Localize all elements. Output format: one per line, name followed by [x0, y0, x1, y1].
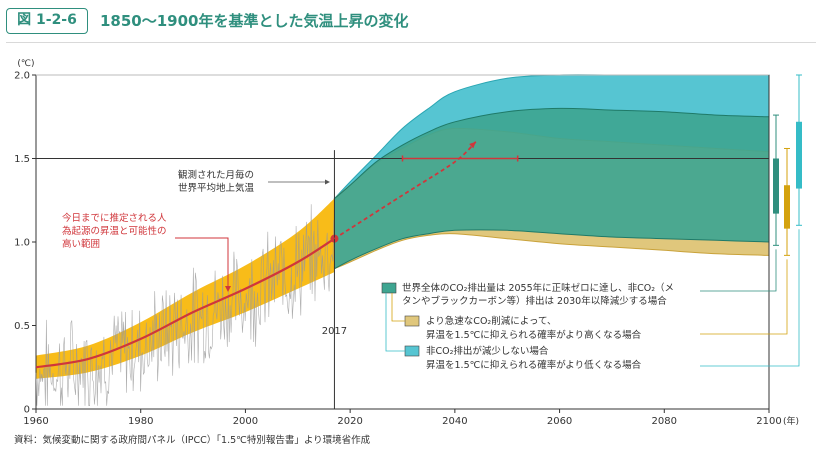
figure-number-badge: 図 1-2-6 [6, 8, 88, 34]
human-annotation-line-3: 高い範囲 [62, 238, 100, 250]
legend-non-co2-text-1: 非CO₂排出が減少しない場合 [426, 345, 549, 357]
x-tick-label: 2060 [547, 416, 572, 427]
observed-annotation-line-1: 観測された月毎の [178, 169, 254, 181]
human-annotation-line-1: 今日までに推定される人 [62, 212, 167, 224]
legend-rapid-co2-text-1: より急速なCO₂削減によって、 [426, 315, 557, 327]
y-tick-label: 0 [24, 405, 30, 416]
y-tick-label: 0.5 [14, 321, 30, 332]
x-tick-label: 2020 [337, 416, 362, 427]
observed-annotation-arrowhead [325, 179, 330, 185]
observed-annotation-line-2: 世界平均地上気温 [178, 182, 255, 194]
y-tick-label: 2.0 [14, 71, 30, 82]
observed-monthly-temperature [35, 204, 335, 406]
human-induced-warming-line [35, 237, 335, 369]
y-axis-unit: (℃) [17, 59, 34, 69]
legend-net-zero-text-1: 世界全体のCO₂排出量は 2055年に正味ゼロに達し、非CO₂（メ [402, 282, 674, 294]
x-tick-label: 1960 [23, 416, 48, 427]
legend-connector-net-zero [700, 249, 777, 292]
x-tick-label: 2000 [233, 416, 258, 427]
source-note: 資料：気候変動に関する政府間パネル（IPCC）「1.5℃特別報告書」より環境省作… [14, 435, 371, 446]
x-axis-unit: (年) [783, 415, 799, 427]
figure-title: 1850～1900年を基準とした気温上昇の変化 [100, 12, 409, 30]
projection-arrowhead [469, 141, 476, 149]
x-tick-label: 2040 [442, 416, 467, 427]
year-2017-label: 2017 [322, 326, 347, 337]
range-bar-2100-box [784, 185, 790, 229]
legend-net-zero-swatch [381, 282, 397, 294]
legend-rapid-co2-text-2: 昇温を1.5℃に抑えられる確率がより高くなる場合 [426, 329, 642, 341]
legend-connector-non-co2-left [385, 293, 405, 352]
y-tick-label: 1.5 [14, 154, 30, 165]
legend-connector-rapid-co2 [700, 259, 788, 335]
x-tick-label: 2080 [652, 416, 677, 427]
legend-rapid-co2-swatch [404, 315, 420, 327]
legend-connector-non-co2 [700, 229, 800, 367]
legend-background [374, 276, 696, 376]
human-annotation-line-2: 為起源の昇温と可能性の [62, 225, 167, 237]
x-tick-label: 1980 [128, 416, 153, 427]
title-divider [6, 42, 816, 43]
human-annotation-leader [175, 237, 229, 288]
legend-net-zero-text-2: タンやブラックカーボン等）排出は 2030年以降減少する場合 [402, 295, 667, 307]
x-tick-label: 2100 [756, 416, 781, 427]
legend-non-co2-swatch [404, 345, 420, 357]
human-annotation-arrowhead [225, 286, 231, 292]
y-tick-label: 1.0 [14, 238, 30, 249]
range-bar-2100-box [773, 158, 779, 214]
legend-connector-rapid-left [391, 293, 405, 322]
range-bar-2100-box [796, 121, 802, 189]
legend-non-co2-text-2: 昇温を1.5℃に抑えられる確率がより低くなる場合 [426, 359, 642, 371]
